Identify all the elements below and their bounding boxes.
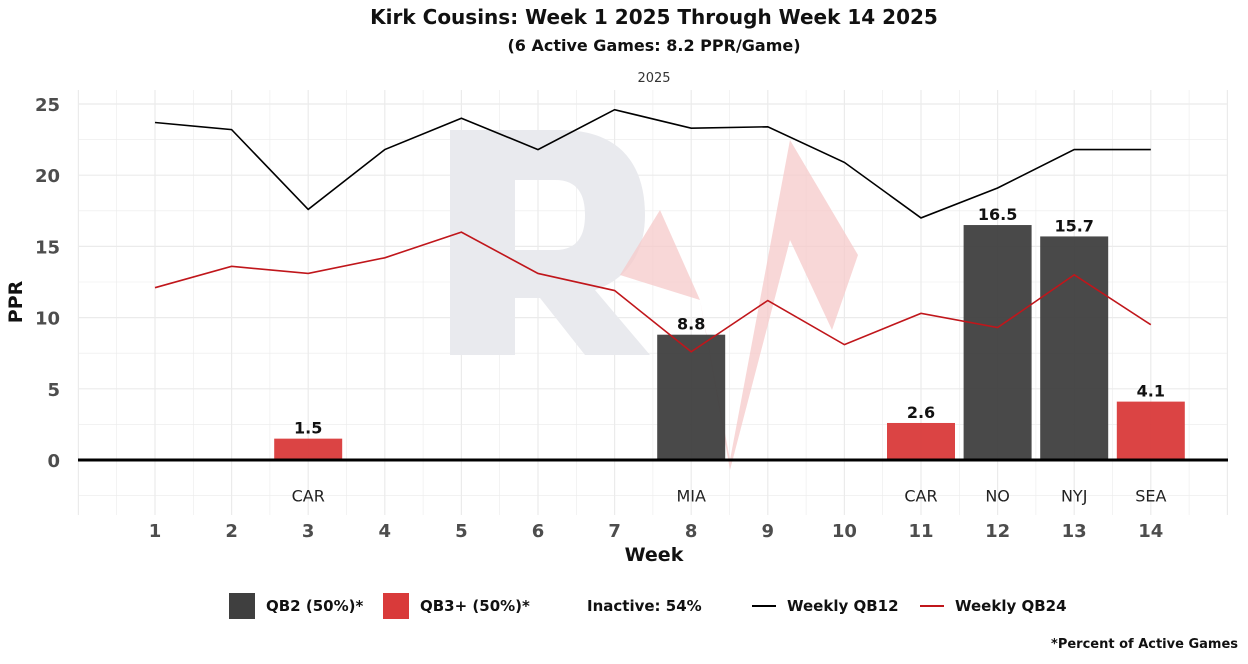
x-tick-label: 7 (608, 521, 621, 542)
bar-value-label: 4.1 (1137, 382, 1165, 401)
y-axis-label: PPR (5, 280, 27, 323)
opponent-label: NYJ (1061, 487, 1087, 506)
x-tick-label: 1 (149, 521, 162, 542)
series-line-weekly-qb24 (154, 231, 1152, 353)
legend: QB2 (50%)* QB3+ (50%)* Inactive: 54% Weekly… (229, 593, 1067, 619)
legend-swatch (229, 593, 255, 619)
bar-week-11 (887, 422, 955, 460)
bars: 1.5 CAR 8.8 MIA 2.6 CAR 16.5 NO 15.7 NYJ 4.1 SEA (274, 205, 1185, 506)
x-tick-label: 2 (225, 521, 238, 542)
x-tick-label: 13 (1062, 521, 1087, 542)
x-tick-label: 10 (832, 521, 857, 542)
y-tick-label: 10 (35, 309, 60, 330)
y-tick-label: 20 (35, 166, 60, 187)
bar-value-label: 16.5 (978, 205, 1017, 224)
bar-week-13 (1040, 236, 1109, 460)
bar-week-12 (963, 225, 1032, 460)
x-tick-label: 12 (985, 521, 1010, 542)
facet-label: 2025 (637, 71, 670, 86)
watermark-r-shape (450, 130, 650, 355)
legend-label: QB3+ (50%)* (420, 597, 530, 615)
x-tick-label: 6 (532, 521, 545, 542)
watermark-logo (450, 130, 858, 470)
opponent-label: NO (985, 487, 1010, 506)
lines (154, 108, 1152, 353)
opponent-label: SEA (1135, 487, 1166, 506)
series-line-weekly-qb12 (154, 108, 1151, 219)
y-tick-label: 15 (35, 237, 60, 258)
y-tick-label: 25 (35, 95, 60, 116)
opponent-label: CAR (904, 487, 937, 506)
x-axis-label: Week (625, 544, 684, 566)
bar-week-8 (657, 334, 726, 460)
legend-label: Weekly QB24 (955, 597, 1067, 615)
bar-value-label: 8.8 (677, 315, 705, 334)
y-tick-label: 0 (47, 451, 60, 472)
caption: *Percent of Active Games (1051, 637, 1238, 652)
bar-value-label: 1.5 (294, 419, 322, 438)
x-tick-label: 14 (1138, 521, 1163, 542)
x-tick-label: 5 (455, 521, 468, 542)
bar-value-label: 15.7 (1054, 216, 1093, 235)
legend-swatch (383, 593, 409, 619)
legend-label: Inactive: 54% (587, 597, 702, 615)
bar-week-14 (1116, 401, 1185, 460)
y-tick-label: 5 (47, 380, 60, 401)
x-tick-label: 4 (379, 521, 392, 542)
x-tick-label: 9 (762, 521, 775, 542)
opponent-label: CAR (292, 487, 325, 506)
watermark-arrow-shape (620, 140, 858, 470)
opponent-label: MIA (676, 487, 706, 506)
bar-week-3 (274, 438, 343, 460)
legend-label: QB2 (50%)* (266, 597, 363, 615)
x-tick-label: 11 (908, 521, 933, 542)
legend-label: Weekly QB12 (787, 597, 899, 615)
chart-subtitle: (6 Active Games: 8.2 PPR/Game) (507, 36, 800, 55)
x-tick-label: 8 (685, 521, 698, 542)
x-tick-label: 3 (302, 521, 315, 542)
chart-title: Kirk Cousins: Week 1 2025 Through Week 1… (370, 5, 938, 29)
bar-value-label: 2.6 (907, 403, 935, 422)
